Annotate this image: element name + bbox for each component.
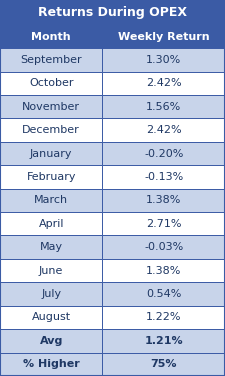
Bar xyxy=(0,71,102,95)
Text: February: February xyxy=(27,172,76,182)
Text: November: November xyxy=(22,102,80,112)
Bar xyxy=(102,306,225,329)
Text: September: September xyxy=(20,55,82,65)
Bar xyxy=(102,329,225,353)
Text: % Higher: % Higher xyxy=(23,359,80,369)
Text: 0.54%: 0.54% xyxy=(146,289,181,299)
Text: 2.42%: 2.42% xyxy=(146,78,182,88)
Text: 1.38%: 1.38% xyxy=(146,196,181,205)
Text: June: June xyxy=(39,265,63,276)
Bar xyxy=(102,95,225,118)
Bar xyxy=(0,282,102,306)
Bar xyxy=(0,306,102,329)
Text: May: May xyxy=(40,242,63,252)
Bar xyxy=(0,212,102,235)
Text: July: July xyxy=(41,289,61,299)
Bar xyxy=(0,235,102,259)
Text: 1.22%: 1.22% xyxy=(146,312,181,323)
Text: Weekly Return: Weekly Return xyxy=(118,32,209,42)
Text: -0.13%: -0.13% xyxy=(144,172,183,182)
Bar xyxy=(102,118,225,142)
Bar xyxy=(102,282,225,306)
Bar xyxy=(0,329,102,353)
Text: 1.38%: 1.38% xyxy=(146,265,181,276)
Bar xyxy=(102,142,225,165)
Bar xyxy=(0,142,102,165)
Text: Avg: Avg xyxy=(40,336,63,346)
Bar xyxy=(102,259,225,282)
Text: 1.30%: 1.30% xyxy=(146,55,181,65)
Text: January: January xyxy=(30,149,72,159)
Bar xyxy=(0,48,102,71)
Bar xyxy=(0,353,102,376)
Bar xyxy=(102,189,225,212)
Text: March: March xyxy=(34,196,68,205)
Text: October: October xyxy=(29,78,73,88)
Bar xyxy=(0,189,102,212)
Bar xyxy=(102,235,225,259)
Text: December: December xyxy=(22,125,80,135)
Text: April: April xyxy=(38,219,64,229)
Bar xyxy=(102,165,225,189)
Bar xyxy=(0,165,102,189)
Text: 2.71%: 2.71% xyxy=(146,219,181,229)
Bar xyxy=(0,26,225,48)
Text: August: August xyxy=(32,312,71,323)
Bar xyxy=(102,71,225,95)
Bar xyxy=(0,259,102,282)
Text: 2.42%: 2.42% xyxy=(146,125,182,135)
Text: Month: Month xyxy=(31,32,71,42)
Bar xyxy=(102,353,225,376)
Text: 1.56%: 1.56% xyxy=(146,102,181,112)
Text: -0.20%: -0.20% xyxy=(144,149,183,159)
Bar xyxy=(0,0,225,26)
Text: 75%: 75% xyxy=(151,359,177,369)
Bar xyxy=(102,48,225,71)
Text: 1.21%: 1.21% xyxy=(144,336,183,346)
Bar xyxy=(0,118,102,142)
Text: Returns During OPEX: Returns During OPEX xyxy=(38,6,187,19)
Bar xyxy=(102,212,225,235)
Bar xyxy=(0,95,102,118)
Text: -0.03%: -0.03% xyxy=(144,242,183,252)
